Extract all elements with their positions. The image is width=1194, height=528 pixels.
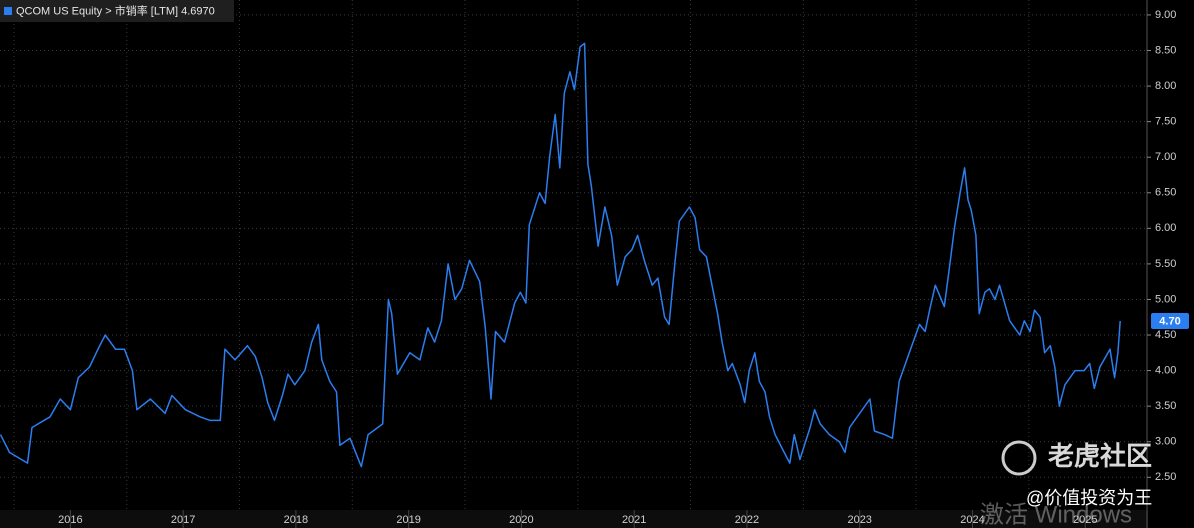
watermark: 老虎社区 bbox=[1048, 441, 1152, 471]
y-tick-label: 9.00 bbox=[1155, 9, 1176, 21]
x-tick-label: 2018 bbox=[284, 514, 308, 526]
x-tick-label: 2016 bbox=[58, 514, 82, 526]
y-tick-label: 3.50 bbox=[1155, 400, 1176, 412]
watermark: 激活 Windows bbox=[980, 501, 1132, 528]
watermark-logo bbox=[1001, 440, 1037, 476]
last-value-label: 4.70 bbox=[1159, 315, 1180, 327]
y-tick-label: 7.00 bbox=[1155, 151, 1176, 163]
x-tick-label: 2019 bbox=[396, 514, 420, 526]
y-tick-label: 5.00 bbox=[1155, 293, 1176, 305]
y-tick-label: 8.00 bbox=[1155, 80, 1176, 92]
y-tick-label: 3.00 bbox=[1155, 436, 1176, 448]
y-tick-label: 7.50 bbox=[1155, 116, 1176, 128]
x-axis-band bbox=[0, 510, 1148, 528]
last-value-box bbox=[1151, 313, 1189, 330]
y-tick-label: 8.50 bbox=[1155, 44, 1176, 56]
y-tick-label: 6.50 bbox=[1155, 187, 1176, 199]
x-tick-label: 2022 bbox=[735, 514, 759, 526]
y-tick-label: 4.50 bbox=[1155, 329, 1176, 341]
x-tick-label: 2017 bbox=[171, 514, 195, 526]
x-tick-label: 2020 bbox=[509, 514, 533, 526]
line bbox=[0, 42, 1121, 468]
y-tick-label: 4.00 bbox=[1155, 364, 1176, 376]
title-box bbox=[0, 0, 234, 22]
legend-swatch bbox=[4, 7, 12, 15]
chart-title: QCOM US Equity > 市销率 [LTM] 4.6970 bbox=[16, 3, 215, 17]
x-tick-label: 2024 bbox=[960, 514, 984, 526]
watermark: @价值投资为王 bbox=[1026, 488, 1152, 508]
x-tick-label: 2023 bbox=[847, 514, 871, 526]
x-tick-label: 2021 bbox=[622, 514, 646, 526]
y-tick-label: 6.00 bbox=[1155, 222, 1176, 234]
y-tick-label: 5.50 bbox=[1155, 258, 1176, 270]
x-tick-label: 2025 bbox=[1073, 514, 1097, 526]
y-tick-label: 2.50 bbox=[1155, 471, 1176, 483]
